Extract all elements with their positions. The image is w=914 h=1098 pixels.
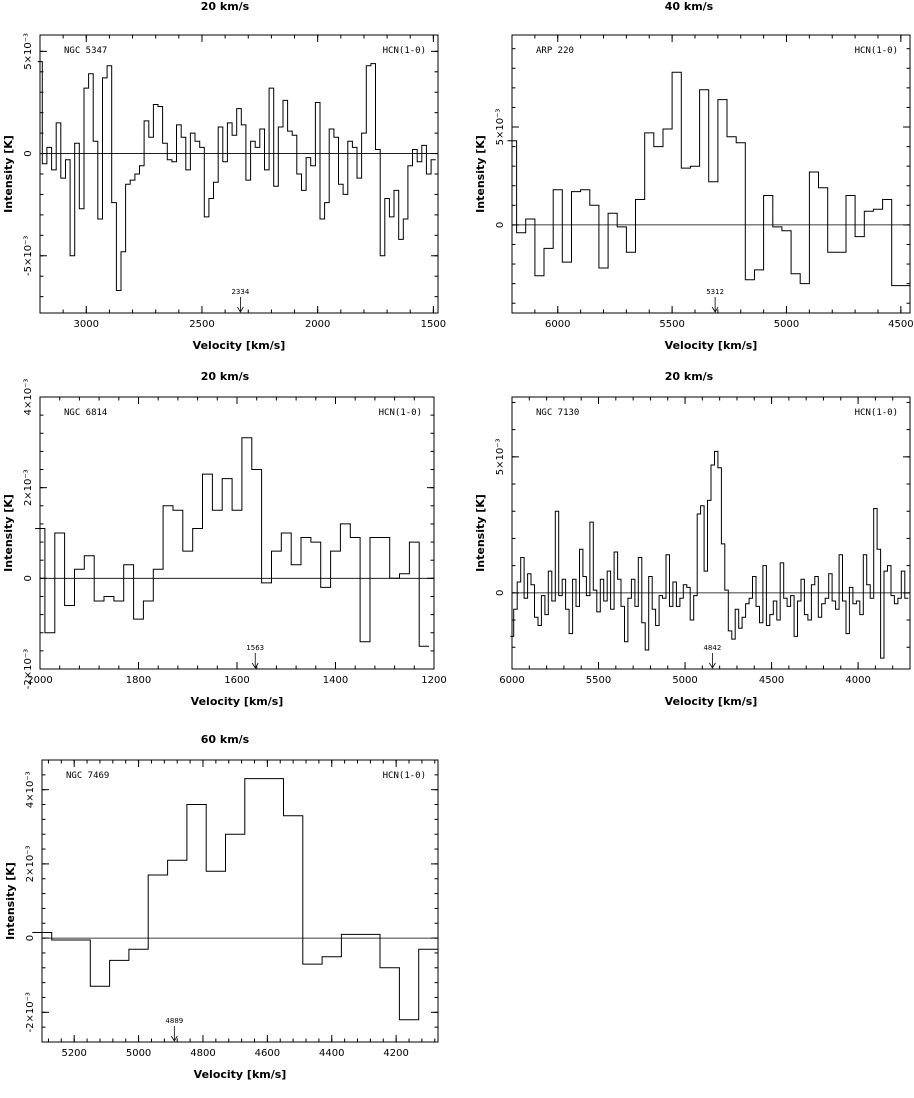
x-tick-label: 4500 [759,675,784,686]
x-tick-label: 4500 [888,319,913,330]
x-axis-label: Velocity [km/s] [193,339,286,352]
spectrum-plot: 6000 5500 5000 4500 4000 0 5×10⁻³ Velocity [km/… [474,396,911,708]
plot-frame [39,396,435,670]
x-axis-label: Velocity [km/s] [665,695,758,708]
x-axis-label: Velocity [km/s] [665,339,758,352]
plot-frame [41,759,439,1043]
galaxy-name-label: NGC 5347 [64,46,107,56]
spectrum-plot: 3000 2500 2000 1500 -5×10⁻³ 0 5×10⁻³ Velocity [… [2,33,446,352]
x-tick-label: 6000 [499,675,524,686]
resolution-label: 20 km/s [200,0,250,13]
y-tick-label: 0 [495,590,506,596]
velocity-marker-label: 4842 [703,644,721,652]
spectrum-line [507,71,910,287]
y-tick-label: 4×10⁻³ [25,771,36,808]
galaxy-name-label: NGC 7469 [66,771,109,781]
x-tick-label: 4000 [845,675,870,686]
molecular-line-label: HCN(1-0) [383,46,426,56]
x-tick-label: 4200 [383,1048,408,1059]
x-tick-label: 6000 [545,319,570,330]
velocity-marker-label: 2334 [231,288,249,296]
x-tick-label: 3000 [74,319,99,330]
spectrum-panel: 60 km/s 5200 5000 4800 4600 4400 4200 -2×10⁻³ 0 2… [0,733,450,1093]
spectrum-panel: 40 km/s 6000 5500 5000 4500 0 5×10⁻³ Velocity [… [464,0,914,360]
y-tick-label: -5×10⁻³ [23,236,34,276]
x-tick-label: 1200 [421,675,446,686]
x-tick-label: 4800 [190,1048,215,1059]
velocity-marker-label: 4889 [165,1017,183,1025]
y-tick-label: 0 [495,222,506,228]
spectrum-line [35,437,430,647]
x-tick-label: 2000 [27,675,52,686]
y-tick-label: 0 [23,575,34,581]
x-tick-label: 1500 [421,319,446,330]
x-tick-label: 2500 [189,319,214,330]
galaxy-name-label: NGC 6814 [64,408,107,418]
x-tick-label: 1800 [126,675,151,686]
spectrum-plot: 2000 1800 1600 1400 1200 -2×10⁻³ 0 2×10⁻³ 4×10⁻³… [2,379,447,708]
molecular-line-label: HCN(1-0) [855,46,898,56]
x-axis-label: Velocity [km/s] [191,695,284,708]
y-axis-label: Intensity [K] [2,135,15,213]
y-tick-label: 2×10⁻³ [23,469,34,506]
spectrum-line [32,778,438,1021]
y-axis-label: Intensity [K] [474,494,487,572]
y-axis-label: Intensity [K] [474,135,487,213]
plot-frame [511,396,911,670]
spectrum-line [37,61,436,291]
x-tick-label: 1400 [323,675,348,686]
molecular-line-label: HCN(1-0) [383,771,426,781]
x-tick-label: 2000 [305,319,330,330]
plot-frame [39,34,439,314]
y-tick-label: 2×10⁻³ [25,846,36,883]
y-tick-label: -2×10⁻³ [25,992,36,1032]
y-tick-label: 5×10⁻³ [495,438,506,475]
x-tick-label: 5000 [126,1048,151,1059]
spectrum-panel: 20 km/s 3000 2500 2000 1500 -5×10⁻³ 0 5×10⁻³ Vel… [0,0,450,360]
molecular-line-label: HCN(1-0) [855,408,898,418]
galaxy-name-label: NGC 7130 [536,408,579,418]
y-tick-label: -2×10⁻³ [23,649,34,689]
velocity-marker-label: 5312 [706,288,724,296]
y-tick-label: 4×10⁻³ [23,379,34,416]
spectrum-plot: 6000 5500 5000 4500 0 5×10⁻³ Velocity [km/s] In… [474,34,914,352]
x-axis-label: Velocity [km/s] [194,1068,287,1081]
y-tick-label: 0 [23,150,34,156]
galaxy-name-label: ARP 220 [536,46,574,56]
velocity-marker-arrowhead [711,306,719,313]
y-tick-label: 5×10⁻³ [23,33,34,70]
x-tick-label: 1600 [224,675,249,686]
velocity-marker-arrowhead [237,306,244,313]
x-tick-label: 4600 [255,1048,280,1059]
spectrum-plot: 5200 5000 4800 4600 4400 4200 -2×10⁻³ 0 2×10⁻³ 4×… [4,759,439,1081]
x-tick-label: 5200 [61,1048,86,1059]
velocity-marker-arrowhead [709,662,716,669]
resolution-label: 40 km/s [664,0,714,13]
x-tick-label: 5500 [659,319,684,330]
resolution-label: 20 km/s [200,370,250,383]
spectrum-panel: 20 km/s 2000 1800 1600 1400 1200 -2×10⁻³ 0 2×10⁻… [0,370,450,730]
x-tick-label: 5500 [586,675,611,686]
y-axis-label: Intensity [K] [2,494,15,572]
spectrum-panel: 20 km/s 6000 5500 5000 4500 4000 0 5×10⁻³ Veloci… [464,370,914,730]
velocity-marker-label: 1563 [246,644,264,652]
x-tick-label: 4400 [319,1048,344,1059]
resolution-label: 20 km/s [664,370,714,383]
velocity-marker-arrowhead [251,662,259,669]
velocity-marker-arrowhead [170,1035,178,1042]
x-tick-label: 5000 [774,319,799,330]
spectrum-line [510,450,909,659]
x-tick-label: 5000 [672,675,697,686]
y-tick-label: 5×10⁻³ [495,109,506,146]
plot-frame [511,34,911,314]
y-tick-label: 0 [25,935,36,941]
y-axis-label: Intensity [K] [4,862,17,940]
molecular-line-label: HCN(1-0) [379,408,422,418]
resolution-label: 60 km/s [200,733,250,746]
